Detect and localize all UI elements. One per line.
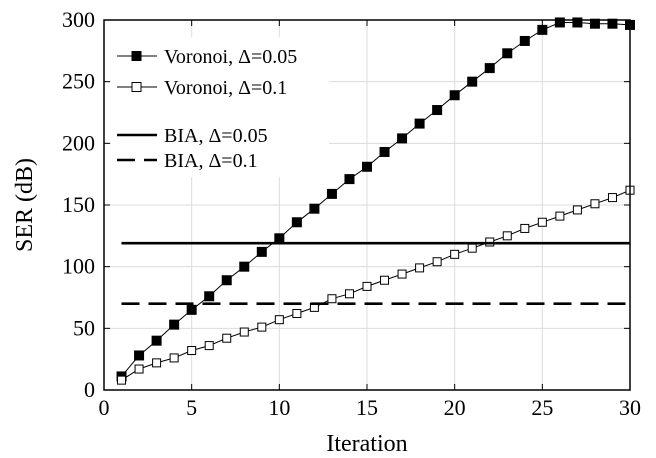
plot-area <box>116 17 635 385</box>
legend-entry-4: BIA, Δ=0.1 <box>117 150 258 172</box>
y-tick-label: 300 <box>62 7 95 32</box>
legend-label: Voronoi, Δ=0.05 <box>164 46 297 68</box>
data-point <box>326 188 337 199</box>
data-point <box>204 341 214 351</box>
data-point <box>520 223 530 233</box>
data-point <box>415 263 425 273</box>
data-point <box>187 346 197 356</box>
data-point <box>432 105 443 116</box>
data-point <box>256 246 267 257</box>
data-point <box>309 203 320 214</box>
data-point <box>221 275 232 286</box>
data-point <box>239 327 249 337</box>
data-point <box>257 322 267 332</box>
series-line <box>121 189 631 381</box>
data-point <box>117 375 127 385</box>
data-point <box>327 294 337 304</box>
data-point <box>537 24 548 35</box>
data-point <box>186 304 197 315</box>
data-point <box>344 289 354 299</box>
x-tick-label: 0 <box>99 395 110 420</box>
data-point <box>292 309 302 319</box>
series-2 <box>117 185 635 385</box>
x-tick-label: 10 <box>268 395 290 420</box>
legend-marker <box>131 82 142 92</box>
data-point <box>362 161 372 172</box>
data-point <box>152 358 162 368</box>
data-point <box>432 257 442 267</box>
data-point <box>554 17 565 28</box>
data-point <box>204 291 215 302</box>
data-point <box>450 249 460 259</box>
legend: Voronoi, Δ=0.05 Voronoi, Δ=0.1 BIA, Δ=0.05… <box>111 37 329 177</box>
data-point <box>344 174 355 185</box>
x-axis-label: Iteration <box>326 431 407 457</box>
x-tick-label: 30 <box>619 395 641 420</box>
data-point <box>169 353 179 363</box>
legend-entry-1: Voronoi, Δ=0.05 <box>117 46 297 68</box>
legend-label: BIA, Δ=0.05 <box>164 125 268 147</box>
y-tick-label: 150 <box>62 192 95 217</box>
data-point <box>502 48 513 59</box>
legend-marker <box>131 51 142 61</box>
data-point <box>134 364 144 374</box>
legend-background <box>111 37 329 177</box>
data-point <box>467 243 477 253</box>
data-point <box>362 281 372 291</box>
data-point <box>380 275 390 285</box>
series-1 <box>116 17 635 382</box>
data-point <box>397 133 408 144</box>
y-tick-label: 50 <box>73 315 95 340</box>
data-point <box>449 90 460 101</box>
data-point <box>572 205 582 215</box>
y-tick-label: 100 <box>62 254 95 279</box>
legend-entry-3: BIA, Δ=0.05 <box>117 125 268 147</box>
data-point <box>397 269 407 279</box>
data-point <box>274 315 284 325</box>
legend-label: Voronoi, Δ=0.1 <box>164 77 287 99</box>
x-tick-label: 15 <box>356 395 378 420</box>
data-point <box>484 63 495 74</box>
data-point <box>291 217 302 228</box>
x-tick-label: 5 <box>186 395 197 420</box>
y-axis-label: SER (dB) <box>12 158 38 252</box>
data-point <box>414 118 425 129</box>
data-point <box>222 333 232 343</box>
data-point <box>274 233 285 244</box>
data-point <box>467 76 478 87</box>
data-point <box>379 146 390 157</box>
data-point <box>572 17 583 28</box>
data-point <box>555 211 565 221</box>
x-tick-label: 25 <box>531 395 553 420</box>
legend-label: BIA, Δ=0.1 <box>164 150 258 172</box>
data-point <box>502 231 512 241</box>
data-point <box>519 35 530 46</box>
y-tick-label: 0 <box>84 377 95 402</box>
y-tick-label: 250 <box>62 69 95 94</box>
legend-entry-2: Voronoi, Δ=0.1 <box>117 77 287 99</box>
data-point <box>607 18 618 29</box>
data-point <box>537 217 547 227</box>
data-point <box>239 261 250 272</box>
x-tick-label: 20 <box>444 395 466 420</box>
data-point <box>134 350 145 361</box>
data-point <box>590 199 600 209</box>
data-point <box>151 335 162 346</box>
y-tick-label: 200 <box>62 130 95 155</box>
data-point <box>607 193 617 203</box>
data-point <box>589 18 600 29</box>
data-point <box>169 319 180 330</box>
